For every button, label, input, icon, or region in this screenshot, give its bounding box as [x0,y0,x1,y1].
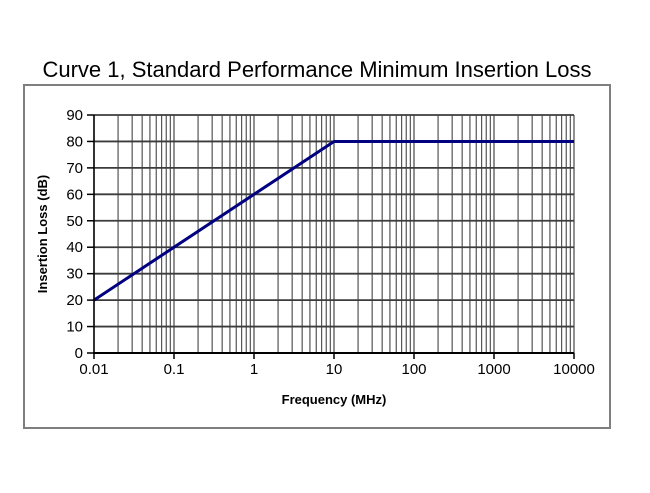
chart-title: Curve 1, Standard Performance Minimum In… [42,57,592,82]
x-tick-label: 10000 [553,361,595,378]
y-tick-label: 20 [66,292,83,309]
x-axis-title: Frequency (MHz) [282,392,387,407]
y-tick-label: 10 [66,319,83,336]
x-tick-label: 0.01 [79,361,108,378]
x-tick-label: 10 [326,361,343,378]
x-tick-label: 1000 [477,361,510,378]
y-tick-label: 50 [66,213,83,230]
y-axis-title: Insertion Loss (dB) [35,175,50,293]
y-tick-label: 80 [66,133,83,150]
x-tick-label: 1 [250,361,258,378]
x-tick-label: 100 [401,361,426,378]
y-tick-label: 70 [66,160,83,177]
y-tick-label: 60 [66,186,83,203]
series-line [93,139,574,302]
x-tick-label: 0.1 [164,361,185,378]
y-tick-label: 90 [66,107,83,124]
y-tick-label: 30 [66,266,83,283]
y-tick-label: 0 [75,345,83,362]
y-tick-label: 40 [66,239,83,256]
